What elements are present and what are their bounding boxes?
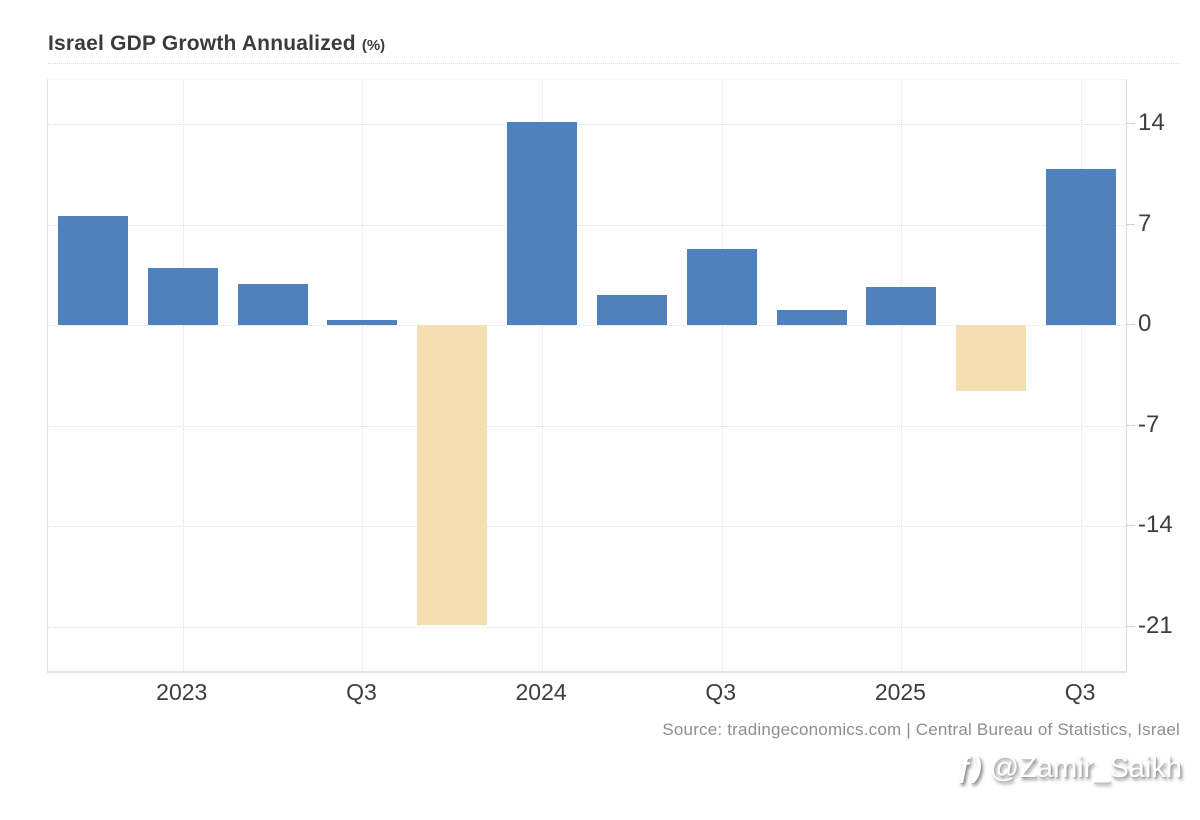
source-attribution: Source: tradingeconomics.com | Central B… [662, 720, 1180, 739]
gridline-y--14 [48, 526, 1126, 528]
gridline-y-7 [48, 224, 1126, 226]
bar-q3-2023[interactable] [327, 319, 398, 326]
y-axis-tick--14 [1126, 525, 1135, 527]
watermark-logo-icon: ƒ) [955, 752, 982, 784]
chart-title: Israel GDP Growth Annualized (%) [48, 32, 385, 56]
gridline-x-2023 [182, 80, 184, 671]
gridline-y--7 [48, 425, 1126, 427]
gridline-x-q3 [362, 80, 364, 671]
bar-q1-2025[interactable] [866, 286, 937, 326]
y-tick-label--21: -21 [1138, 611, 1173, 639]
gridline-x-q3 [1081, 80, 1083, 671]
x-tick-label-2024-5: 2024 [515, 679, 567, 705]
x-tick-label-q3-7: Q3 [705, 679, 737, 705]
title-separator [48, 63, 1180, 64]
watermark-handle: @Zamir_Saikh [989, 752, 1182, 784]
x-tick-label-2023-1: 2023 [156, 679, 208, 705]
y-axis-tick-7 [1126, 223, 1135, 225]
bar-q2-2023[interactable] [237, 283, 308, 326]
gridline-x-2025 [901, 80, 903, 671]
bar-q3-2025[interactable] [1046, 168, 1117, 326]
bar-q2-2024[interactable] [596, 295, 667, 326]
y-tick-label-0: 0 [1138, 310, 1152, 338]
y-tick-label--14: -14 [1138, 511, 1173, 539]
bar-q2-2025[interactable] [956, 325, 1027, 392]
bar-q4-2024[interactable] [776, 309, 847, 326]
x-tick-label-q3-11: Q3 [1064, 679, 1096, 705]
y-tick-label-7: 7 [1138, 209, 1152, 237]
chart-title-text: Israel GDP Growth Annualized [48, 32, 356, 55]
y-tick-label--7: -7 [1138, 410, 1160, 438]
bar-q4-2023[interactable] [417, 325, 488, 626]
bar-q1-2024[interactable] [507, 121, 578, 326]
y-axis-tick-14 [1126, 123, 1135, 125]
gridline-y-14 [48, 124, 1126, 126]
bar-q1-2023[interactable] [147, 267, 218, 326]
gridline-x-q3 [721, 80, 723, 671]
y-tick-label-14: 14 [1138, 109, 1165, 137]
plot-area [47, 79, 1127, 673]
y-axis-tick--7 [1126, 424, 1135, 426]
y-axis-tick--21 [1126, 625, 1135, 627]
gridline-y--21 [48, 626, 1126, 628]
x-tick-label-2025-9: 2025 [874, 679, 926, 705]
chart-title-unit: (%) [361, 37, 386, 54]
bar-q3-2024[interactable] [686, 249, 757, 326]
watermark: ƒ) @Zamir_Saikh [956, 752, 1182, 785]
y-axis-tick-0 [1126, 324, 1135, 326]
x-tick-label-q3-3: Q3 [346, 679, 377, 705]
bar-q4-2022[interactable] [57, 216, 128, 326]
gridline-x-2024 [542, 80, 544, 671]
gridline-y-0 [48, 325, 1126, 327]
